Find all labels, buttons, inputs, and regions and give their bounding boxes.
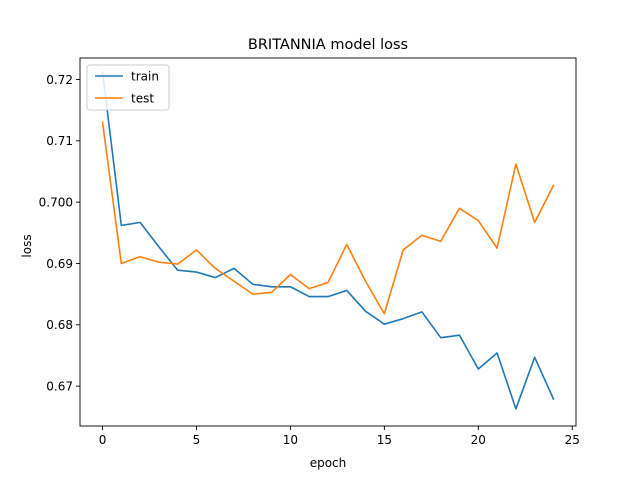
y-tick-label: 0.69 <box>46 257 73 271</box>
x-axis-label: epoch <box>310 456 347 470</box>
plot-area: 0 5 10 15 20 25 0.67 0.68 0.69 0.700 0.71 0.72 train… <box>39 57 580 447</box>
y-tick-label: 0.67 <box>46 379 73 393</box>
x-tick-label: 20 <box>471 433 486 447</box>
series-line-test <box>101 121 555 315</box>
legend: train test <box>86 64 170 111</box>
x-tick-label: 0 <box>99 433 107 447</box>
legend-label-train: train <box>131 69 159 83</box>
y-tick-label: 0.71 <box>46 134 73 148</box>
y-tick-label: 0.700 <box>39 195 73 209</box>
y-tick-label: 0.68 <box>46 318 73 332</box>
legend-label-test: test <box>131 91 154 105</box>
series-line-train <box>101 71 555 410</box>
chart-title: BRITANNIA model loss <box>248 37 408 53</box>
axes-frame <box>79 57 577 427</box>
x-tick-label: 15 <box>377 433 392 447</box>
x-tick-label: 10 <box>283 433 298 447</box>
x-tick-label: 25 <box>565 433 580 447</box>
y-tick-label: 0.72 <box>46 73 73 87</box>
x-tick-label: 5 <box>193 433 201 447</box>
y-axis-label: loss <box>20 234 34 257</box>
